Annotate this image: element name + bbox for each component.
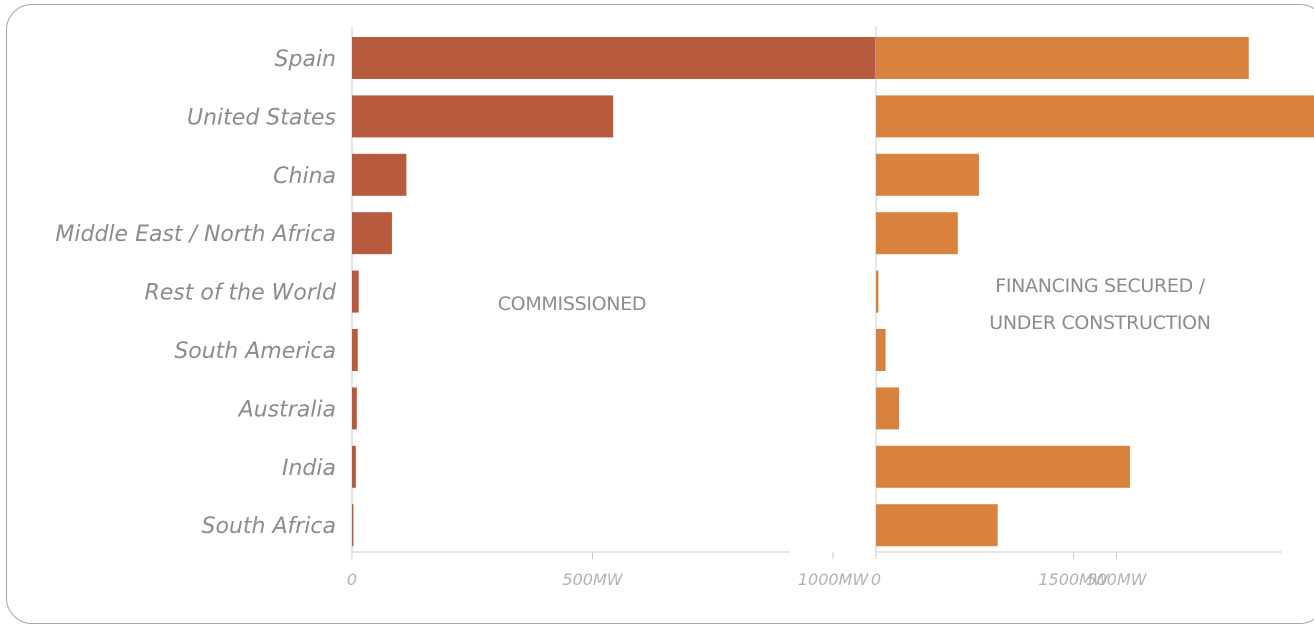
category-label: China <box>273 164 336 189</box>
bar <box>352 387 357 430</box>
bar-chart: Spain United States China Middle East / Nor… <box>55 26 1314 589</box>
category-label: India <box>282 456 336 481</box>
bar <box>352 95 614 138</box>
bar <box>876 270 879 313</box>
panel-title: FINANCING SECURED / <box>995 275 1206 297</box>
bar <box>352 212 392 255</box>
bar <box>352 270 359 313</box>
tick-label: 1000MW <box>798 570 870 589</box>
panel-title: COMMISSIONED <box>498 293 647 315</box>
category-label: Middle East / North Africa <box>55 222 336 247</box>
category-label: Australia <box>237 397 336 422</box>
category-label: South America <box>174 339 336 364</box>
tick-label: 500MW <box>1086 570 1147 589</box>
tick-label: 0 <box>347 570 357 589</box>
bar <box>352 329 358 371</box>
category-label: Spain <box>275 47 336 72</box>
bar <box>876 387 900 430</box>
bar <box>352 445 356 488</box>
tick-label: 0 <box>871 570 881 589</box>
bar <box>876 95 1314 138</box>
tick-label: 500MW <box>562 570 623 589</box>
panel-title: UNDER CONSTRUCTION <box>989 312 1210 334</box>
bar <box>876 37 1249 79</box>
tick-label: 1500MW <box>1038 570 1110 589</box>
bar <box>876 329 886 371</box>
category-label: Rest of the World <box>144 281 337 306</box>
bar <box>352 504 354 547</box>
bar <box>876 445 1130 488</box>
bar <box>876 153 979 196</box>
bar <box>876 212 958 255</box>
bar <box>876 504 998 547</box>
category-label: United States <box>187 105 336 130</box>
bar <box>352 153 407 196</box>
category-label: South Africa <box>202 514 336 539</box>
